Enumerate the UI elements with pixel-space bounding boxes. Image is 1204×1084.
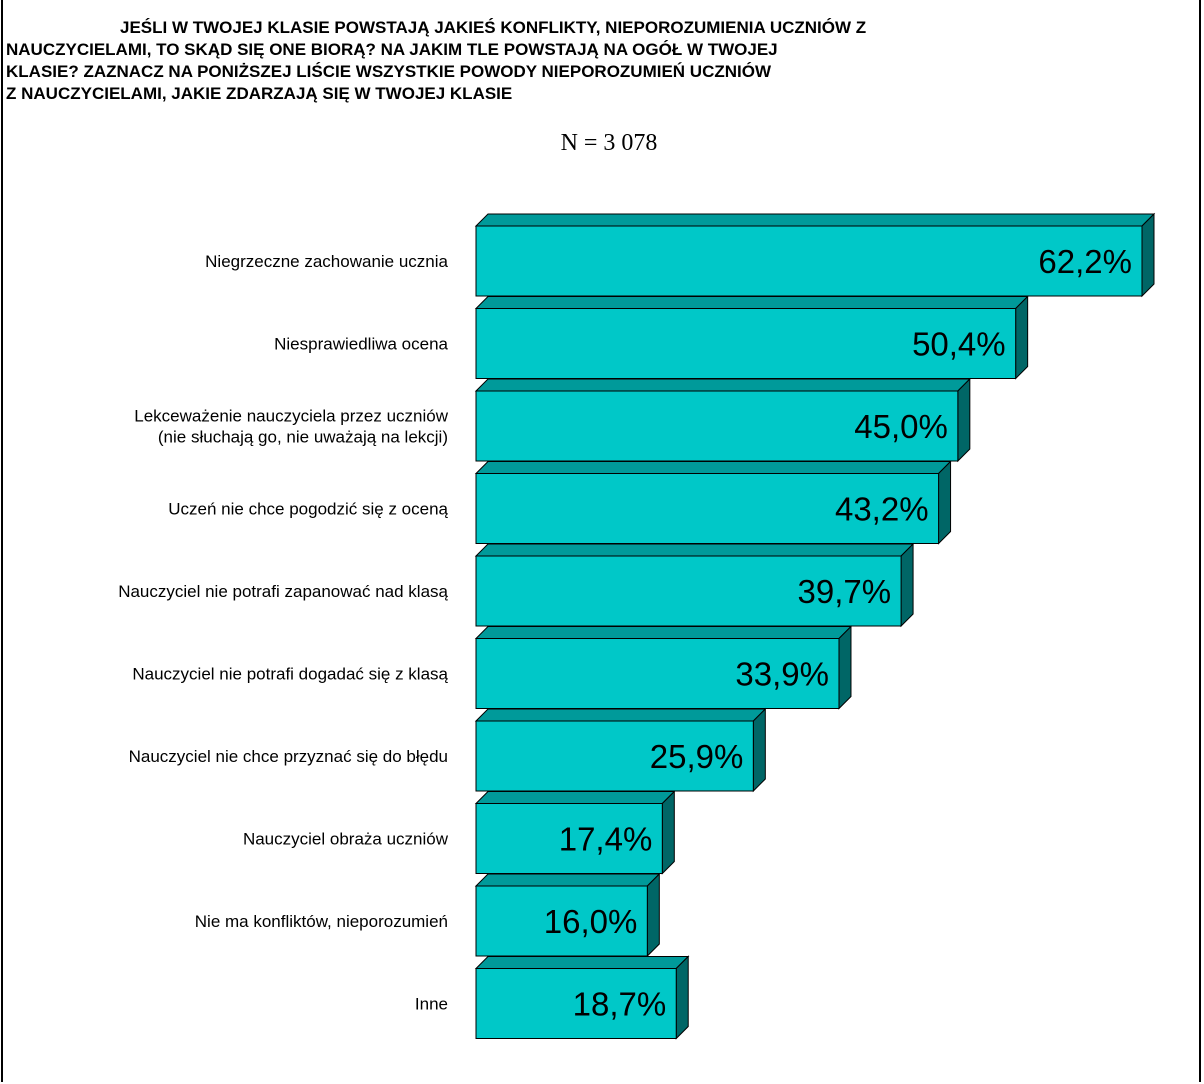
bar-top-face (474, 791, 676, 804)
bar (475, 968, 677, 1039)
bar (475, 473, 940, 544)
category-label: Lekceważenie nauczyciela przez uczniów (134, 407, 448, 426)
data-label: 45,0% (854, 408, 948, 445)
bar (475, 885, 648, 957)
data-label: 16,0% (544, 903, 638, 940)
bar-top-face (474, 543, 915, 557)
bar (475, 638, 840, 709)
data-label: 25,9% (650, 738, 744, 775)
data-label: 39,7% (798, 573, 892, 610)
bar (475, 308, 1017, 379)
bar-side-face (752, 707, 766, 793)
bar-top-face (474, 296, 1029, 309)
bar (475, 390, 959, 462)
category-label: Niegrzeczne zachowanie ucznia (205, 252, 448, 271)
data-label: 18,7% (573, 986, 667, 1023)
category-label: Nauczyciel nie potrafi zapanować nad kla… (118, 582, 448, 601)
data-label: 17,4% (559, 821, 653, 858)
chart-subtitle: N = 3 078 (560, 130, 658, 156)
bar-side-face (675, 955, 689, 1040)
category-label: (nie słuchają go, nie uważają na lekcji) (158, 428, 448, 447)
chart-title-line-1: JEŚLI W TWOJEJ KLASIE POWSTAJĄ JAKIEŚ KO… (120, 18, 867, 37)
bar (475, 555, 902, 627)
category-label: Nauczyciel nie chce przyznać się do błęd… (129, 747, 448, 766)
data-label: 62,2% (1038, 243, 1132, 280)
category-label: Nauczyciel nie potrafi dogadać się z kla… (132, 665, 448, 684)
category-label: Nie ma konfliktów, nieporozumień (195, 912, 448, 931)
bar-side-face (900, 542, 914, 628)
data-label: 33,9% (735, 656, 829, 693)
chart-title-line-4: Z NAUCZYCIELAMI, JAKIE ZDARZAJĄ SIĘ W TW… (6, 84, 513, 103)
bar-side-face (661, 790, 675, 875)
bar-top-face (474, 461, 952, 474)
bar-side-face (938, 460, 952, 545)
data-label: 50,4% (912, 326, 1006, 363)
chart-title-line-3: KLASIE? ZAZNACZ NA PONIŻSZEJ LIŚCIE WSZY… (6, 62, 772, 81)
bar-top-face (474, 378, 972, 392)
bar-side-face (957, 377, 971, 463)
category-label: Niesprawiedliwa ocena (274, 335, 448, 354)
bar-top-face (474, 708, 767, 722)
bar-top-face (474, 626, 853, 639)
category-label: Nauczyciel obraża uczniów (243, 830, 449, 849)
bar-top-face (474, 873, 661, 887)
bar (475, 720, 754, 792)
bar-top-face (474, 213, 1156, 227)
category-label: Uczeń nie chce pogodzić się z oceną (168, 500, 448, 519)
chart-title: JEŚLI W TWOJEJ KLASIE POWSTAJĄ JAKIEŚ KO… (6, 17, 1196, 105)
bar-side-face (1141, 212, 1155, 298)
chart-title-line-2: NAUCZYCIELAMI, TO SKĄD SIĘ ONE BIORĄ? NA… (6, 40, 778, 59)
bar-side-face (646, 872, 660, 958)
bar-top-face (474, 956, 690, 969)
category-label: Inne (415, 995, 448, 1014)
bar-side-face (1015, 295, 1029, 380)
data-label: 43,2% (835, 491, 929, 528)
bar-side-face (838, 625, 852, 710)
bar (475, 225, 1143, 297)
